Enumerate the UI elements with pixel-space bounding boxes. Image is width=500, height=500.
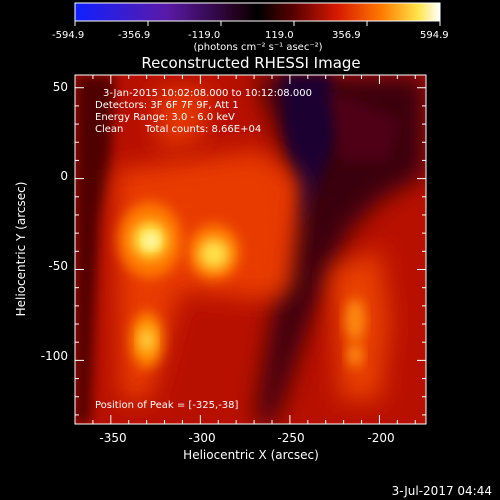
- y-tick-label: -50: [48, 259, 68, 273]
- x-tick-label: -300: [188, 431, 215, 445]
- y-tick-label: -100: [41, 349, 68, 363]
- y-axis-label: Heliocentric Y (arcsec): [14, 182, 28, 317]
- x-axis-label: Heliocentric X (arcsec): [183, 448, 319, 462]
- colorbar-unit-label: (photons cm⁻² s⁻¹ asec⁻²): [193, 42, 322, 53]
- x-tick-label: -200: [367, 431, 394, 445]
- annotation-detectors: Detectors: 3F 6F 7F 9F, Att 1: [95, 100, 239, 111]
- annotation-energy: Energy Range: 3.0 - 6.0 keV: [95, 112, 235, 123]
- colorbar-tick-label: -119.0: [188, 30, 220, 41]
- x-tick-label: -350: [99, 431, 126, 445]
- colorbar-tick-label: -356.9: [118, 30, 150, 41]
- plot-frame: [74, 74, 427, 425]
- colorbar-tick-label: 356.9: [332, 30, 361, 41]
- annotation-clean: Clean: [95, 124, 123, 135]
- annotation-time: 3-Jan-2015 10:02:08.000 to 10:12:08.000: [103, 88, 312, 99]
- colorbar-tick-label: 594.9: [420, 30, 449, 41]
- heatmap-image: [75, 75, 426, 424]
- y-tick-label: 50: [53, 80, 68, 94]
- footer-date: 3-Jul-2017 04:44: [392, 484, 492, 498]
- colorbar-tick-label: -594.9: [52, 30, 84, 41]
- x-tick-label: -250: [277, 431, 304, 445]
- colorbar-tick-label: 119.0: [265, 30, 294, 41]
- annotation-counts: Total counts: 8.66E+04: [144, 124, 261, 135]
- colorbar: -594.9 -356.9 -119.0 119.0 356.9 594.9 (…: [52, 2, 449, 53]
- y-tick-label: 0: [60, 169, 68, 183]
- annotation-peak: Position of Peak = [-325,-38]: [95, 400, 239, 411]
- axis-ticks: [74, 75, 426, 424]
- plot-title: Reconstructed RHESSI Image: [141, 54, 360, 72]
